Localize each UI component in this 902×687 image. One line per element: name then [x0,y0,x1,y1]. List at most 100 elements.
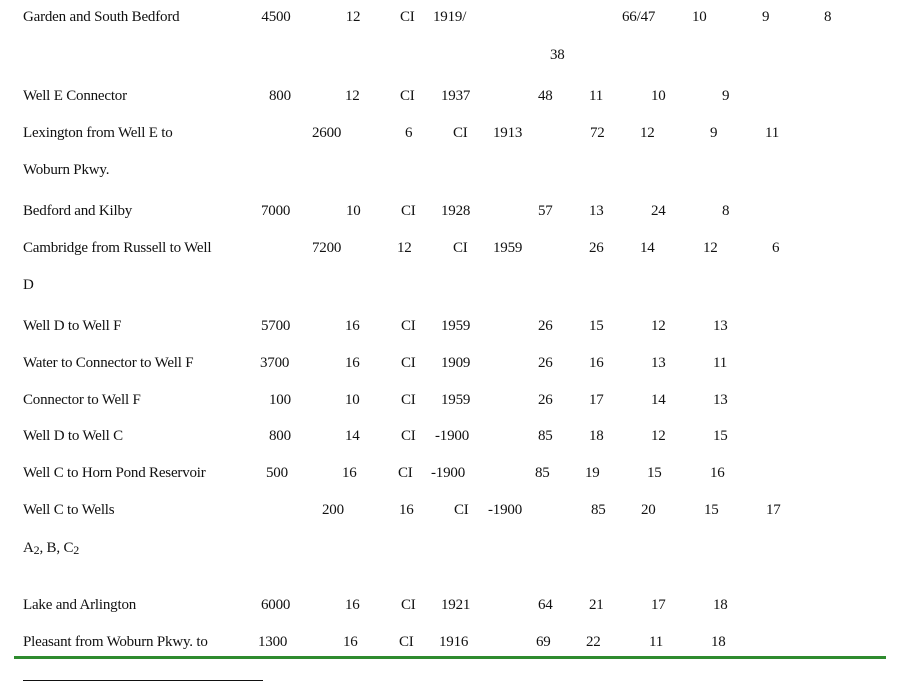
column-value: 9 [762,9,770,25]
age-value: 48 [538,88,553,104]
column-value: 8 [824,9,832,25]
material-value: CI [400,9,415,25]
pipe-segment-name: Pleasant from Woburn Pkwy. to [23,634,208,650]
material-value: CI [399,634,414,650]
column-value: 15 [713,428,728,444]
length-value: 1300 [258,634,288,650]
length-value: 7000 [261,203,291,219]
year-value: 1919/ [433,9,467,25]
column-value: 12 [651,428,666,444]
year-value: 1937 [441,88,471,104]
pipe-segment-name: Well D to Well F [23,318,122,334]
length-value: 800 [269,428,291,444]
column-value: 24 [651,203,666,219]
column-value: 10 [651,88,666,104]
pipe-segment-name: Cambridge from Russell to Well [23,240,212,256]
age-value: 26 [589,240,604,256]
index-value: 14 [640,240,655,256]
index-value: 22 [586,634,601,650]
pipe-segment-name: Lexington from Well E to [23,125,173,141]
length-value: 5700 [261,318,291,334]
column-value: 9 [710,125,718,141]
age-value: 66/47 [622,9,656,25]
diameter-value: 16 [345,318,360,334]
diameter-value: 10 [346,203,361,219]
column-value: 12 [703,240,718,256]
column-value: 13 [713,392,728,408]
material-value: CI [398,465,413,481]
age-value: 64 [538,597,553,613]
material-value: CI [453,240,468,256]
year-value: 1909 [441,355,471,371]
column-value: 9 [722,88,730,104]
age-value: 26 [538,355,553,371]
year-value: -1900 [431,465,465,481]
index-value: 13 [589,203,604,219]
diameter-value: 12 [345,88,360,104]
material-value: CI [401,597,416,613]
length-value: 800 [269,88,291,104]
year-value: 1959 [441,392,471,408]
column-value: 13 [713,318,728,334]
index-value: 18 [589,428,604,444]
year-value: -1900 [488,502,522,518]
age-value: 72 [590,125,605,141]
length-value: 100 [269,392,291,408]
column-value: 12 [651,318,666,334]
diameter-value: 12 [397,240,412,256]
pipe-segment-name: Well D to Well C [23,428,123,444]
column-value: 11 [649,634,664,650]
material-value: CI [401,318,416,334]
pipe-segment-name: Well C to Horn Pond Reservoir [23,465,206,481]
diameter-value: 10 [345,392,360,408]
year-value: 1916 [439,634,469,650]
material-value: CI [454,502,469,518]
pipe-segment-name: Garden and South Bedford [23,9,180,25]
diameter-value: 6 [405,125,413,141]
diameter-value: 14 [345,428,360,444]
age-value: 26 [538,318,553,334]
pipe-segment-name: Connector to Well F [23,392,141,408]
length-value: 4500 [261,9,291,25]
column-value: 17 [766,502,781,518]
pipe-segment-name: Lake and Arlington [23,597,137,613]
year-value: 1921 [441,597,471,613]
year-value-continued: 38 [550,47,565,63]
year-value: 1913 [493,125,523,141]
column-value: 15 [647,465,662,481]
column-value: 6 [772,240,780,256]
column-value: 18 [713,597,728,613]
index-value: 12 [640,125,655,141]
diameter-value: 12 [345,9,361,25]
diameter-value: 16 [345,597,360,613]
index-value: 16 [589,355,604,371]
column-value: 11 [765,125,780,141]
footnote-separator [23,680,263,681]
column-value: 16 [710,465,725,481]
diameter-value: 16 [345,355,360,371]
pipe-segment-name: Bedford and Kilby [23,203,133,219]
table-bottom-rule [14,656,886,659]
pipe-segment-name-continued: Woburn Pkwy. [23,162,110,178]
pipe-segment-name-continued: D [23,277,34,293]
pipe-segment-name: Water to Connector to Well F [23,355,194,371]
column-value: 8 [722,203,730,219]
age-value: 85 [591,502,606,518]
material-value: CI [401,392,416,408]
age-value: 85 [538,428,553,444]
material-value: CI [401,203,416,219]
year-value: 1959 [493,240,523,256]
column-value: 14 [651,392,666,408]
column-value: 17 [651,597,666,613]
pipe-segment-name: Well E Connector [23,88,127,104]
length-value: 2600 [312,125,342,141]
year-value: 1928 [441,203,471,219]
year-value: 1959 [441,318,471,334]
length-value: 500 [266,465,288,481]
material-value: CI [401,355,416,371]
pipe-segment-name-continued: A2, B, C2 [23,540,80,557]
length-value: 200 [322,502,344,518]
column-value: 13 [651,355,666,371]
age-value: 26 [538,392,553,408]
